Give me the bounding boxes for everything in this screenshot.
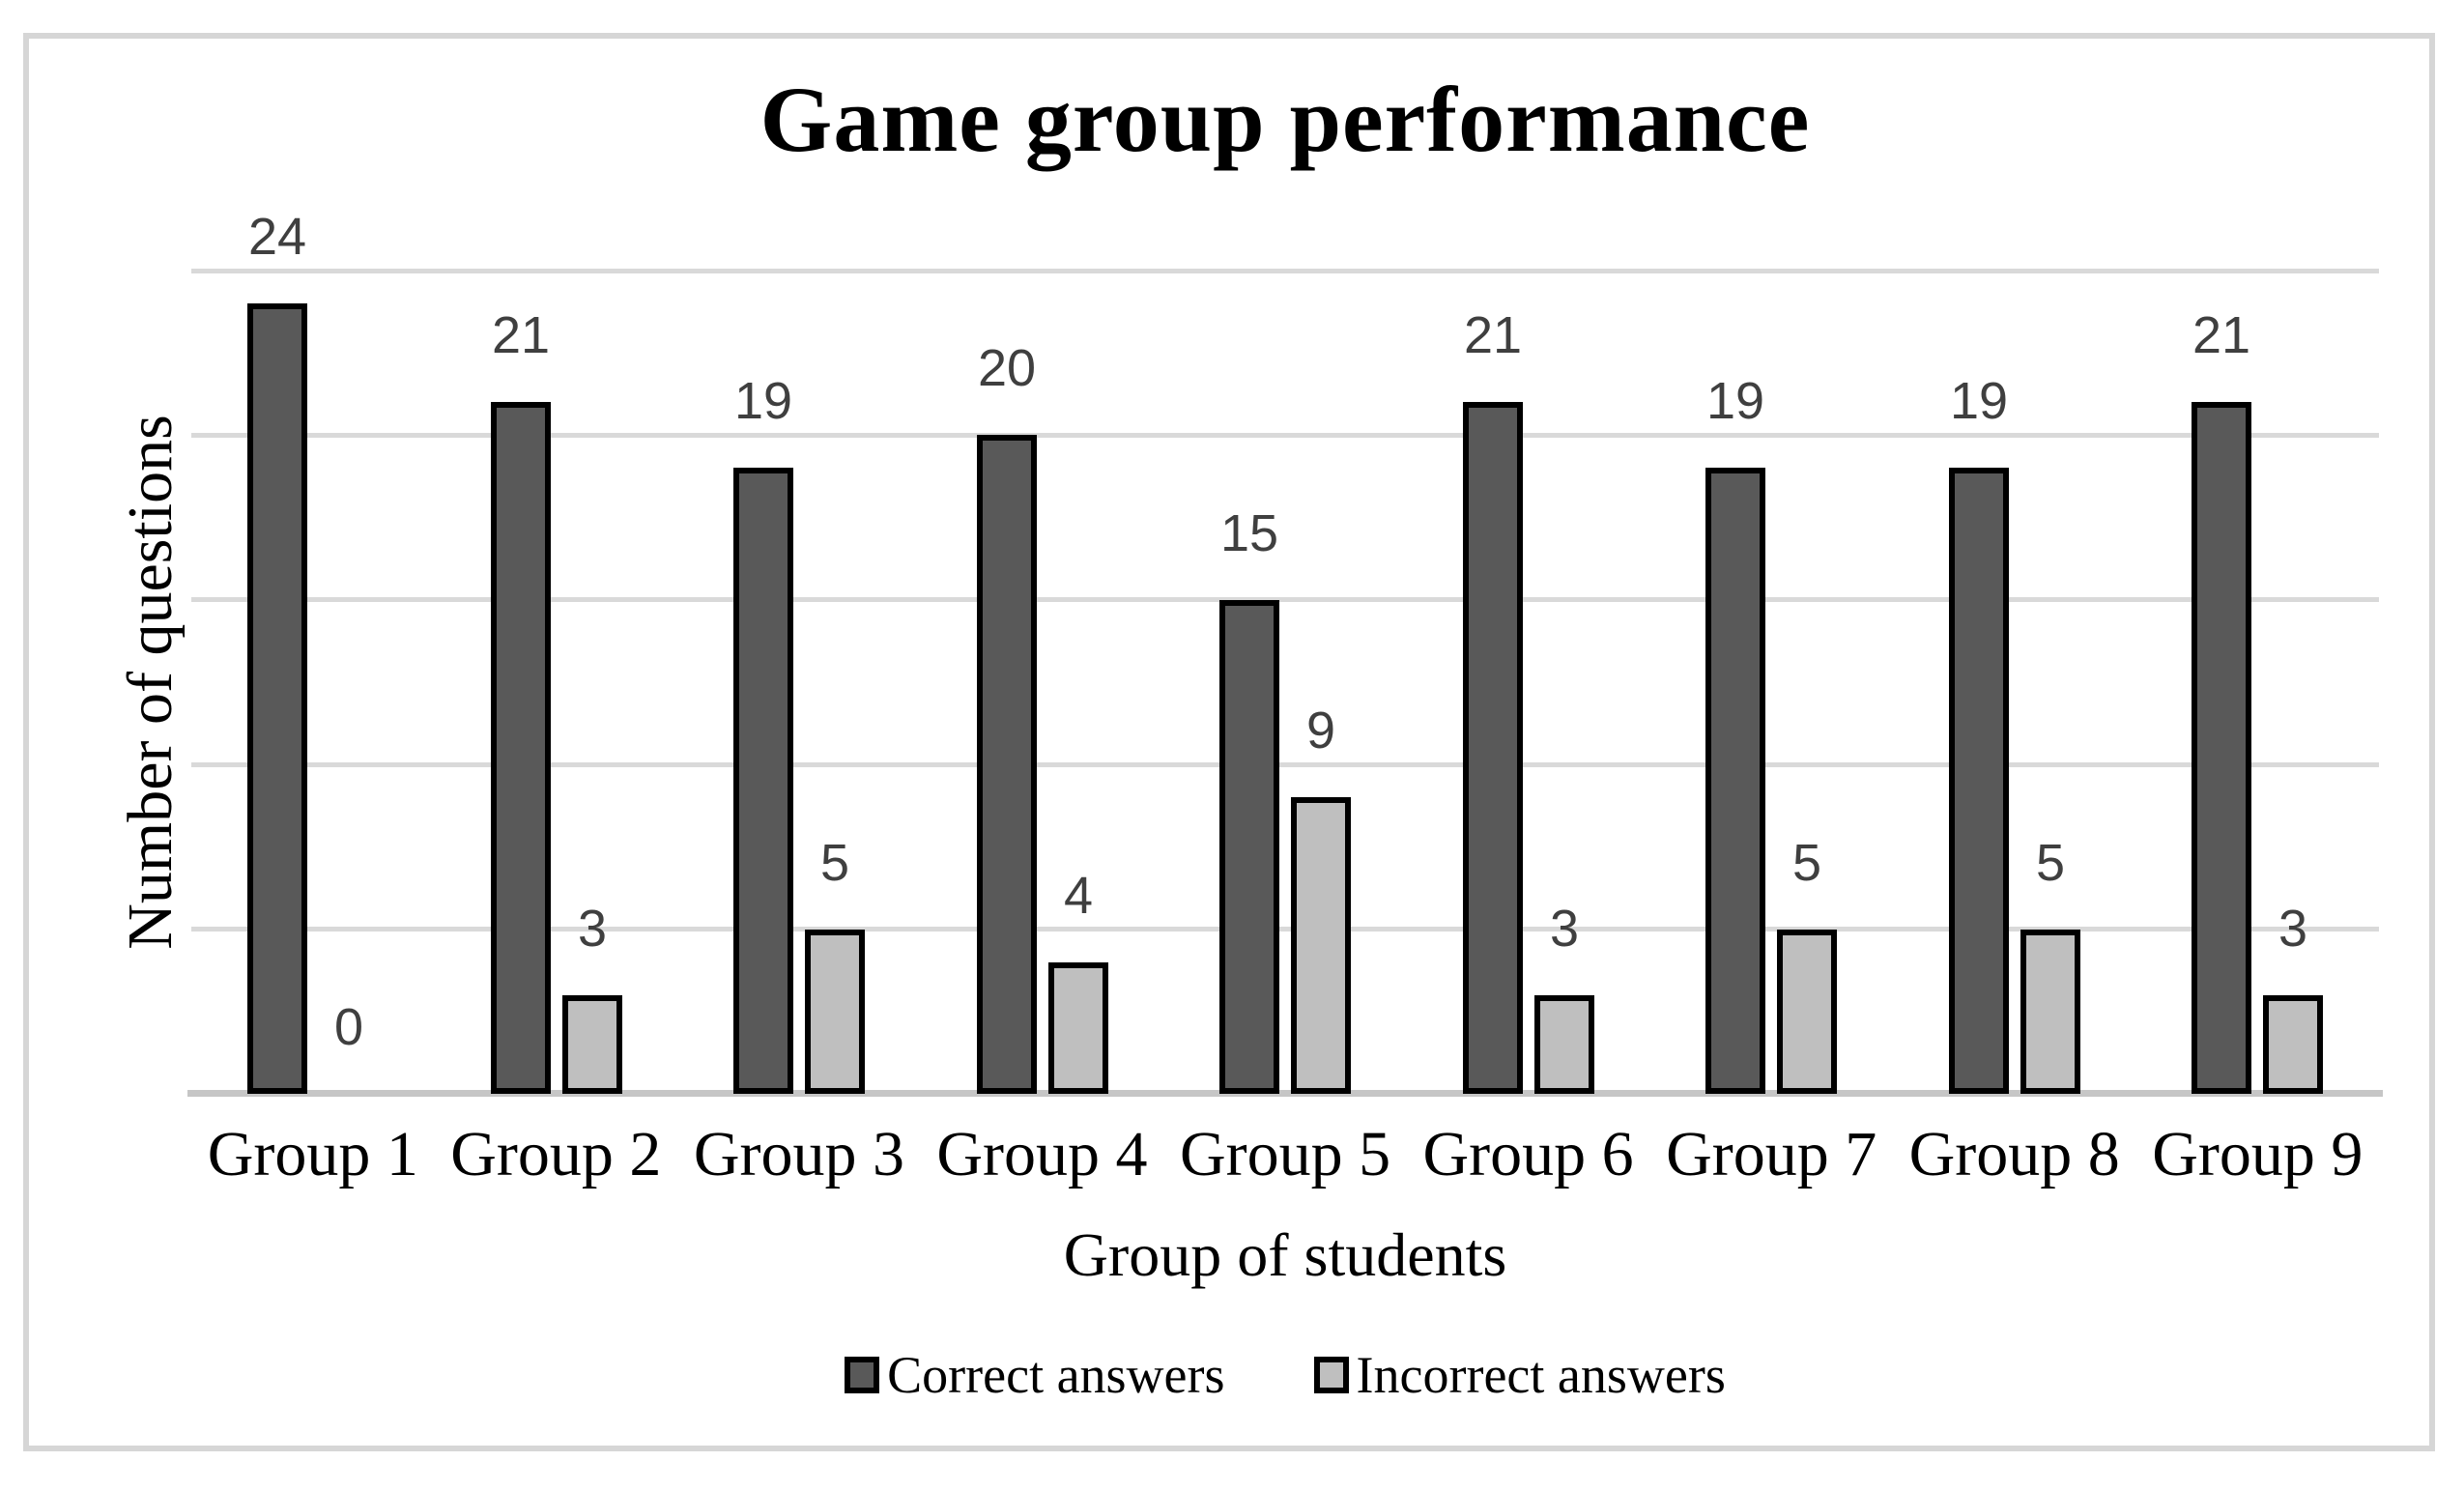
bar-group-3-incorrect-answers	[805, 930, 865, 1094]
data-label-group-5-incorrect-answers: 9	[1305, 702, 1336, 759]
bar-group-3-correct-answers	[733, 468, 793, 1094]
data-label-group-4-correct-answers: 20	[977, 339, 1037, 397]
data-label-group-2-incorrect-answers: 3	[577, 900, 608, 958]
data-label-group-7-incorrect-answers: 5	[1791, 834, 1822, 892]
data-label-group-9-correct-answers: 21	[2192, 306, 2251, 364]
plot-area: 24 0 21 3 19 5 20 4 15 9 21 3 19 5 19 5 21 3	[187, 211, 2383, 1097]
gridline-y-5	[191, 927, 2379, 932]
x-label-group-6: Group 6	[1422, 1119, 1634, 1189]
bar-group-9-incorrect-answers	[2263, 995, 2323, 1094]
bar-group-7-incorrect-answers	[1777, 930, 1837, 1094]
legend: Correct answers Incorrect answers	[191, 1345, 2379, 1405]
data-label-group-9-incorrect-answers: 3	[2278, 900, 2308, 958]
bar-group-5-correct-answers	[1219, 600, 1279, 1094]
x-label-group-1: Group 1	[207, 1119, 418, 1189]
bar-group-6-correct-answers	[1463, 402, 1523, 1094]
legend-label: Correct answers	[887, 1346, 1225, 1404]
legend-label: Incorrect answers	[1356, 1346, 1726, 1404]
correct-answers-swatch-icon	[845, 1357, 880, 1393]
x-label-group-3: Group 3	[693, 1119, 904, 1189]
bar-group-8-incorrect-answers	[2020, 930, 2080, 1094]
x-label-group-7: Group 7	[1666, 1119, 1877, 1189]
bar-group-4-correct-answers	[977, 435, 1037, 1094]
x-axis-line	[187, 1090, 2383, 1097]
bar-group-2-incorrect-answers	[562, 995, 622, 1094]
x-label-group-2: Group 2	[450, 1119, 662, 1189]
gridline-y-15	[191, 597, 2379, 603]
x-label-group-5: Group 5	[1179, 1119, 1391, 1189]
gridline-y-20	[191, 432, 2379, 438]
chart-title: Game group performance	[759, 68, 1811, 171]
bar-group-4-incorrect-answers	[1048, 962, 1108, 1094]
x-axis-title: Group of students	[1063, 1220, 1507, 1289]
gridline-y-10	[191, 761, 2379, 767]
data-label-group-8-correct-answers: 19	[1949, 372, 2009, 430]
bar-group-1-correct-answers	[247, 303, 307, 1094]
bar-group-5-incorrect-answers	[1291, 797, 1351, 1094]
bar-group-2-correct-answers	[491, 402, 551, 1094]
data-label-group-1-correct-answers: 24	[247, 208, 307, 266]
legend-item-incorrect-answers: Incorrect answers	[1313, 1345, 1726, 1405]
data-label-group-3-incorrect-answers: 5	[819, 834, 850, 892]
data-label-group-6-correct-answers: 21	[1463, 306, 1523, 364]
data-label-group-2-correct-answers: 21	[491, 306, 551, 364]
legend-item-correct-answers: Correct answers	[845, 1345, 1225, 1405]
gridline-y-25	[191, 268, 2379, 273]
data-label-group-8-incorrect-answers: 5	[2035, 834, 2066, 892]
data-label-group-1-incorrect-answers: 0	[333, 998, 364, 1056]
y-axis-title: Number of questions	[115, 415, 186, 950]
bar-group-7-correct-answers	[1705, 468, 1765, 1094]
bar-group-8-correct-answers	[1949, 468, 2009, 1094]
x-label-group-8: Group 8	[1908, 1119, 2120, 1189]
incorrect-answers-swatch-icon	[1313, 1357, 1349, 1393]
bar-group-6-incorrect-answers	[1534, 995, 1594, 1094]
x-axis-category-labels: Group 1 Group 2 Group 3 Group 4 Group 5 Group…	[191, 1117, 2379, 1192]
bar-group-9-correct-answers	[2192, 402, 2251, 1094]
data-label-group-7-correct-answers: 19	[1705, 372, 1765, 430]
data-label-group-6-incorrect-answers: 3	[1549, 900, 1580, 958]
data-label-group-4-incorrect-answers: 4	[1063, 867, 1094, 925]
x-label-group-4: Group 4	[936, 1119, 1148, 1189]
data-label-group-3-correct-answers: 19	[733, 372, 793, 430]
data-label-group-5-correct-answers: 15	[1219, 504, 1279, 562]
x-label-group-9: Group 9	[2152, 1119, 2364, 1189]
